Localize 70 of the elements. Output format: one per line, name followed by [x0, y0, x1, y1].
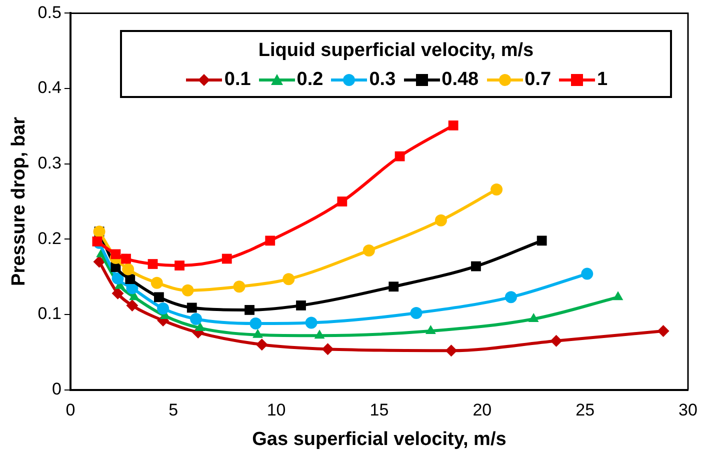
x-tick-label: 10	[266, 400, 286, 420]
point	[252, 328, 263, 338]
point	[126, 299, 138, 312]
point	[581, 268, 594, 280]
point	[244, 305, 254, 315]
point	[305, 316, 318, 329]
y-tick-label: 0.5	[38, 2, 62, 22]
point	[174, 260, 184, 270]
legend-label: 0.48	[442, 69, 479, 91]
point	[93, 256, 106, 268]
x-tick-label: 20	[472, 400, 492, 420]
point	[148, 259, 158, 269]
x-tick-label: 15	[370, 400, 389, 420]
point	[282, 273, 295, 286]
point	[186, 302, 197, 313]
x-tick-label: 30	[678, 400, 698, 420]
point	[112, 272, 124, 284]
point	[490, 183, 503, 196]
legend-label: 0.7	[524, 69, 552, 91]
point	[410, 306, 422, 319]
point	[233, 280, 246, 293]
point	[265, 236, 276, 246]
y-tick-label: 0.2	[38, 228, 62, 248]
y-tick-label: 0.1	[38, 304, 62, 324]
point	[612, 291, 624, 300]
point	[182, 284, 194, 296]
point	[110, 249, 121, 260]
point	[112, 287, 124, 300]
point	[256, 338, 268, 351]
point	[434, 214, 447, 226]
x-axis-title: Gas superficial velocity, m/s	[252, 428, 506, 450]
point	[194, 322, 206, 332]
point	[250, 318, 262, 330]
legend-label: 0.1	[224, 69, 251, 91]
point	[425, 325, 436, 334]
point	[296, 300, 306, 310]
point	[550, 334, 562, 347]
point	[92, 236, 102, 246]
point	[314, 330, 325, 339]
x-tick-label: 5	[168, 400, 178, 420]
point	[154, 292, 164, 302]
point	[657, 325, 670, 338]
point	[322, 343, 334, 356]
legend-label: 0.3	[369, 69, 396, 91]
y-tick-label: 0.4	[38, 78, 62, 98]
point	[125, 274, 136, 284]
point	[222, 254, 232, 264]
point	[471, 261, 481, 272]
point	[536, 236, 547, 246]
point	[448, 120, 458, 130]
point	[122, 263, 134, 276]
y-tick-label: 0.3	[38, 154, 62, 173]
y-axis-title: Pressure drop, bar	[8, 116, 30, 286]
y-tick-label: 0	[52, 379, 62, 398]
point	[394, 151, 405, 162]
point	[150, 276, 163, 289]
point	[528, 313, 539, 322]
point	[362, 244, 375, 256]
legend-label: 1	[597, 69, 608, 91]
point	[121, 254, 131, 264]
legend-title: Liquid superficial velocity, m/s	[257, 40, 535, 62]
point	[190, 313, 202, 325]
x-tick-label: 25	[576, 400, 595, 420]
x-tick-label: 0	[66, 400, 76, 420]
point	[445, 344, 458, 357]
point	[157, 302, 170, 314]
point	[337, 196, 348, 206]
legend-label: 0.2	[296, 69, 324, 91]
point	[504, 291, 517, 304]
point	[388, 282, 399, 292]
